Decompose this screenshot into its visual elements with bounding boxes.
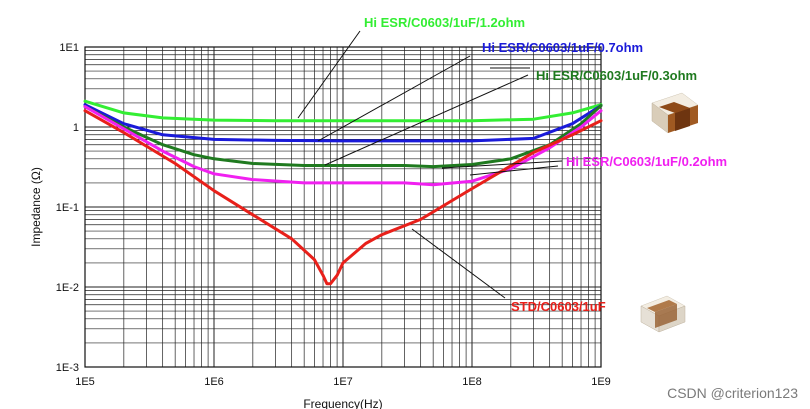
x-axis-title: Frequency(Hz) xyxy=(303,397,382,409)
x-tick-label: 1E7 xyxy=(333,376,353,388)
annotation-leaders xyxy=(297,30,563,299)
x-tick-label: 1E8 xyxy=(462,376,482,388)
x-tick-label: 1E6 xyxy=(204,376,224,388)
y-tick-label: 1E1 xyxy=(59,42,79,54)
x-tick-label: 1E5 xyxy=(75,376,95,388)
series-line xyxy=(83,103,603,143)
capacitor-chip-icon xyxy=(640,295,686,333)
y-tick-label: 1E-2 xyxy=(56,282,79,294)
y-tick-label: 1E-3 xyxy=(56,362,79,374)
series-line xyxy=(83,99,603,123)
annotation-leader-line xyxy=(317,55,471,142)
watermark: CSDN @criterion123 xyxy=(667,385,798,401)
annotation-leader-line xyxy=(441,160,563,169)
y-tick-label: 1E-1 xyxy=(56,202,79,214)
axis-ticks: 1E5 1E6 1E7 1E8 1E9 1E-3 1E-2 1E-1 1 1E1 xyxy=(56,42,611,388)
annotation-1-2ohm: Hi ESR/C0603/1uF/1.2ohm xyxy=(364,15,525,30)
annotation-0-2ohm: Hi ESR/C0603/1uF/0.2ohm xyxy=(566,154,727,169)
plot-area-frame xyxy=(84,46,602,368)
x-tick-label: 1E9 xyxy=(591,376,611,388)
capacitor-chip-icon xyxy=(651,92,699,134)
annotation-0-3ohm: Hi ESR/C0603/1uF/0.3ohm xyxy=(536,68,697,83)
y-axis-title: Impedance (Ω) xyxy=(29,167,43,247)
annotation-leader-line xyxy=(469,165,559,176)
grid xyxy=(84,47,601,368)
annotation-std: STD/C0603/1uF xyxy=(511,299,606,314)
annotation-leader-line xyxy=(411,228,506,299)
annotation-leader-line xyxy=(324,74,529,166)
series xyxy=(83,99,603,286)
annotation-0-7ohm: Hi ESR/C0603/1uF/0.7ohm xyxy=(482,40,643,55)
annotation-leader-line xyxy=(297,30,361,119)
y-tick-label: 1 xyxy=(73,122,79,134)
series-line xyxy=(83,109,603,286)
series-line xyxy=(83,105,603,187)
